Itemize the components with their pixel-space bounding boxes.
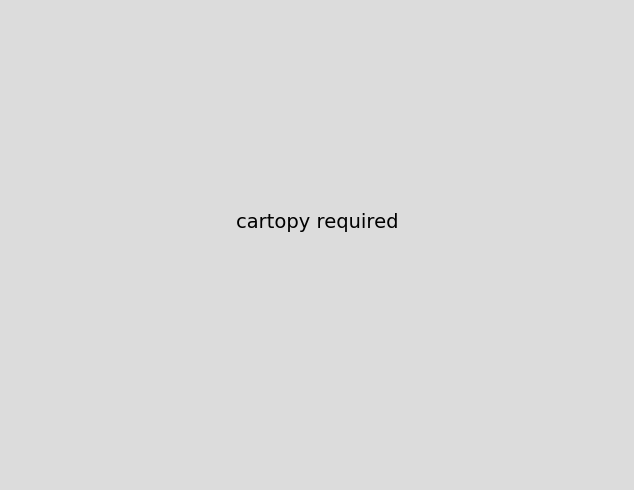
Text: cartopy required: cartopy required xyxy=(236,214,398,232)
